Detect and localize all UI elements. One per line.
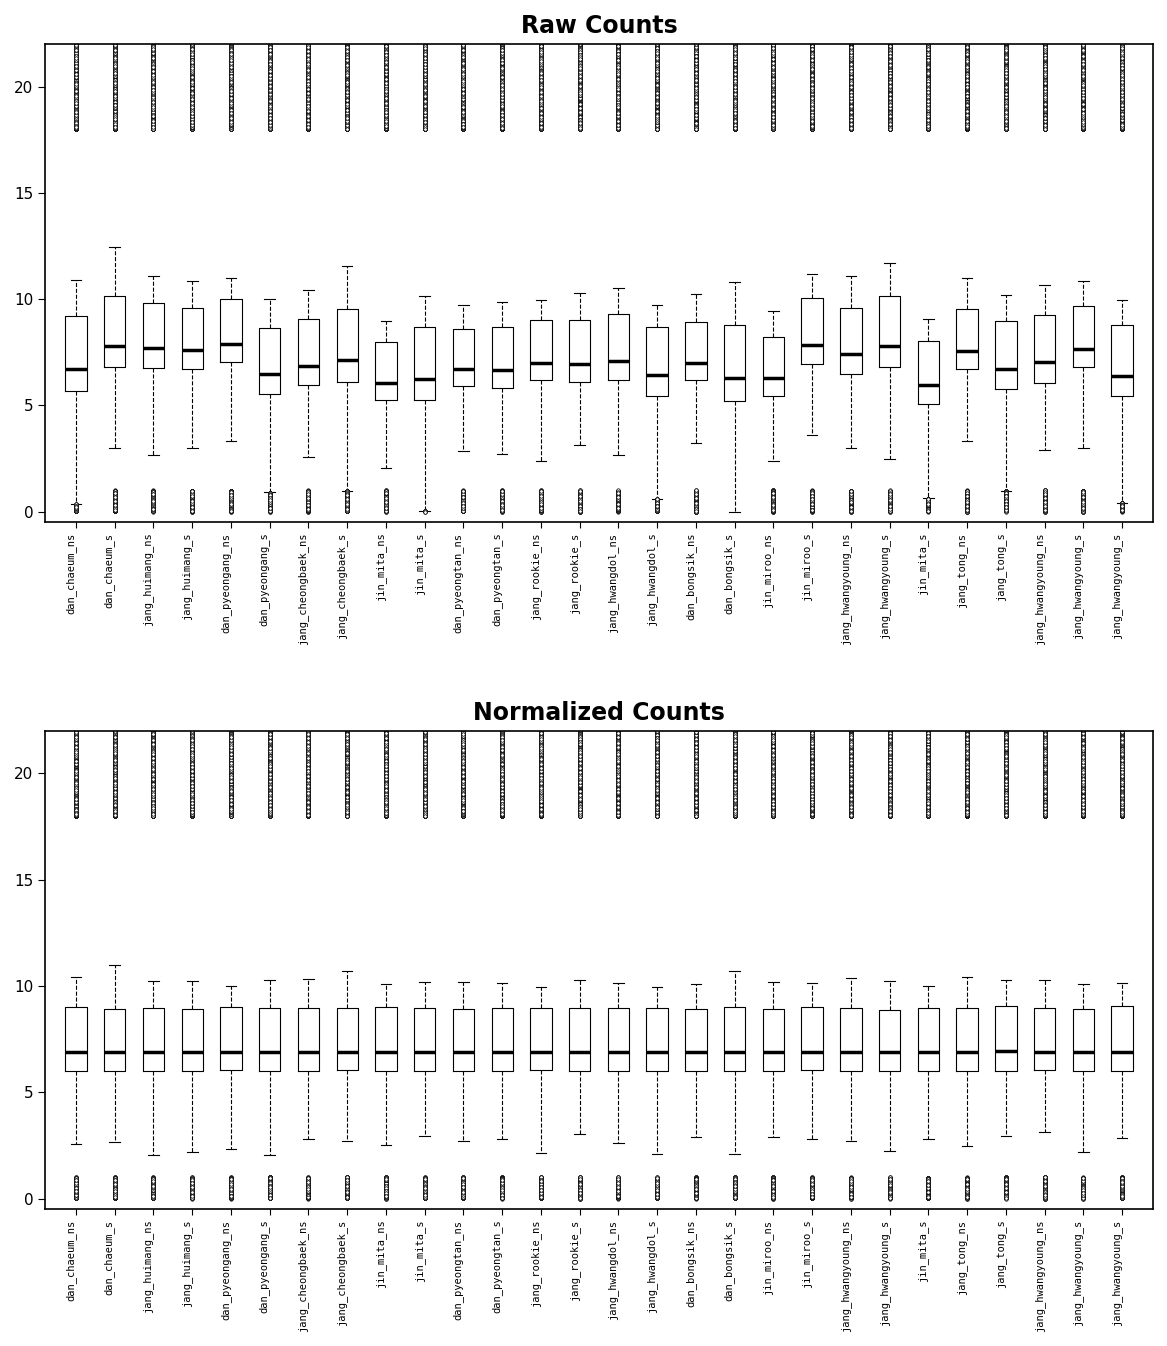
Title: Raw Counts: Raw Counts	[520, 13, 677, 38]
Title: Normalized Counts: Normalized Counts	[473, 701, 725, 724]
